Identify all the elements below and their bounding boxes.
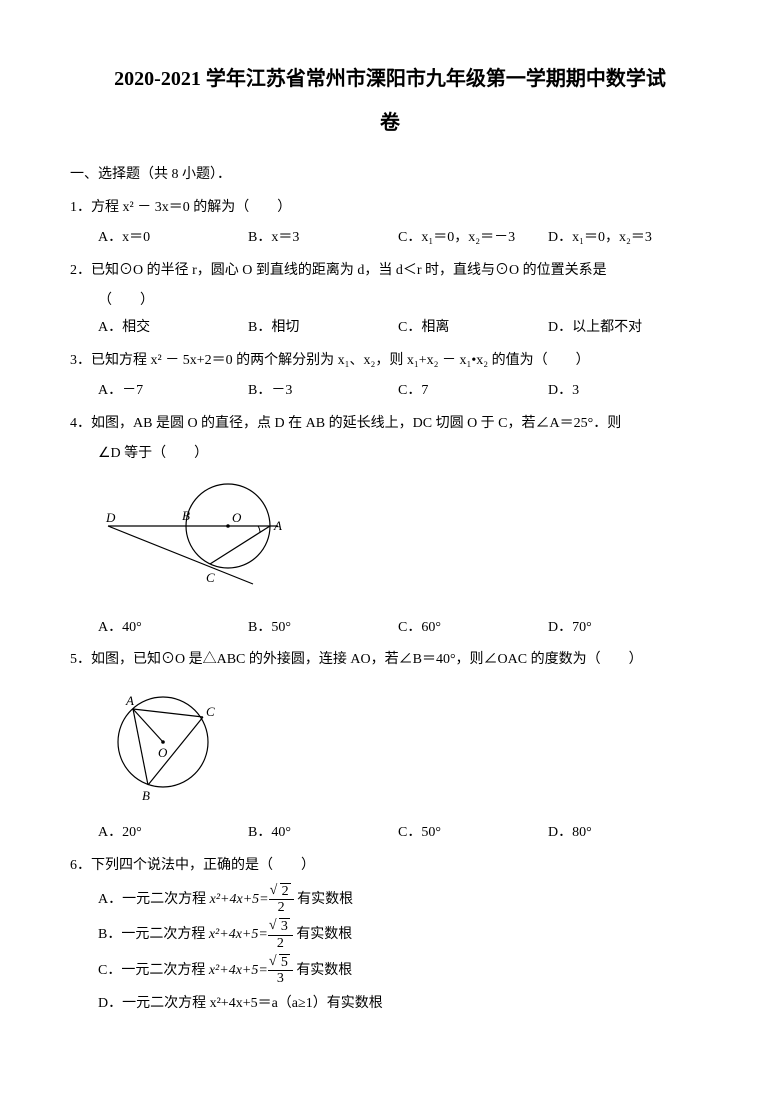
q4-label-a: A [273,518,282,533]
question-5: 5．如图，已知⊙O 是△ABC 的外接圆，连接 AO，若∠B＝40°，则∠OAC… [70,647,710,674]
question-2-options: A．相交 B．相切 C．相离 D．以上都不对 [98,315,710,342]
q5-opt-c: C．50° [398,820,548,847]
q3-opt-a: A．－7 [98,378,248,405]
q2-opt-b: B．相切 [248,315,398,342]
q5-label-o: O [158,745,168,760]
q4-opt-c: C．60° [398,615,548,642]
page-title-cont: 卷 [70,104,710,142]
question-2-line2: （ ） [98,288,710,315]
q1-opt-d: D．x₁＝0，x₂＝3 [548,225,698,252]
q6-c-lhs: x²+4x+5= [209,963,268,978]
page-title: 2020-2021 学年江苏省常州市溧阳市九年级第一学期期中数学试 [70,60,710,98]
q6-opt-a: A．一元二次方程 x²+4x+5=22 有实数根 [98,884,710,916]
q5-label-b: B [142,788,150,802]
q5-opt-d: D．80° [548,820,698,847]
q6-b-frac: 32 [268,919,293,951]
q1-opt-c: C．x₁＝0，x₂＝－3 [398,225,548,252]
q4-opt-b: B．50° [248,615,398,642]
question-3: 3．已知方程 x² － 5x+2＝0 的两个解分别为 x₁、x₂，则 x₁+x₂… [70,348,710,375]
question-1: 1．方程 x² － 3x＝0 的解为（ ） [70,195,710,222]
q6-c-suffix: 有实数根 [293,963,353,978]
q3-opt-d: D．3 [548,378,698,405]
q4-opt-a: A．40° [98,615,248,642]
question-4-diagram: D B O A C [98,476,710,607]
q5-label-c: C [206,704,215,719]
question-3-options: A．－7 B．－3 C．7 D．3 [98,378,710,405]
q6-a-prefix: A．一元二次方程 [98,892,210,907]
question-6: 6．下列四个说法中，正确的是（ ） [70,853,710,880]
question-4-options: A．40° B．50° C．60° D．70° [98,615,710,642]
q6-a-lhs: x²+4x+5= [210,892,269,907]
q6-opt-c: C．一元二次方程 x²+4x+5=53 有实数根 [98,955,710,987]
q3-opt-c: C．7 [398,378,548,405]
q6-b-prefix: B．一元二次方程 [98,927,209,942]
q4-opt-d: D．70° [548,615,698,642]
question-1-options: A．x＝0 B．x＝3 C．x₁＝0，x₂＝－3 D．x₁＝0，x₂＝3 [98,225,710,252]
q4-label-c: C [206,570,215,585]
q6-c-frac: 53 [268,955,293,987]
q6-b-lhs: x²+4x+5= [209,927,268,942]
question-4-line2: ∠D 等于（ ） [98,441,710,468]
q6-c-prefix: C．一元二次方程 [98,963,209,978]
q6-opt-b: B．一元二次方程 x²+4x+5=32 有实数根 [98,919,710,951]
q6-b-suffix: 有实数根 [293,927,353,942]
question-5-options: A．20° B．40° C．50° D．80° [98,820,710,847]
question-2-line1: 2．已知⊙O 的半径 r，圆心 O 到直线的距离为 d，当 d＜r 时，直线与⊙… [70,258,710,285]
question-5-diagram: A C O B [98,682,710,813]
q4-label-b: B [182,508,190,523]
q6-a-frac: 22 [269,884,294,916]
q5-label-a: A [125,693,134,708]
q1-opt-b: B．x＝3 [248,225,398,252]
q2-opt-a: A．相交 [98,315,248,342]
q6-a-suffix: 有实数根 [294,892,354,907]
q3-opt-b: B．－3 [248,378,398,405]
q5-opt-a: A．20° [98,820,248,847]
q4-label-o: O [232,510,242,525]
q1-opt-a: A．x＝0 [98,225,248,252]
q6-opt-d: D．一元二次方程 x²+4x+5＝a（a≥1）有实数根 [98,991,710,1018]
q2-opt-c: C．相离 [398,315,548,342]
section-heading: 一、选择题（共 8 小题）． [70,162,710,189]
q2-opt-d: D．以上都不对 [548,315,698,342]
q5-opt-b: B．40° [248,820,398,847]
q4-label-d: D [105,510,116,525]
question-4-line1: 4．如图，AB 是圆 O 的直径，点 D 在 AB 的延长线上，DC 切圆 O … [70,411,710,438]
